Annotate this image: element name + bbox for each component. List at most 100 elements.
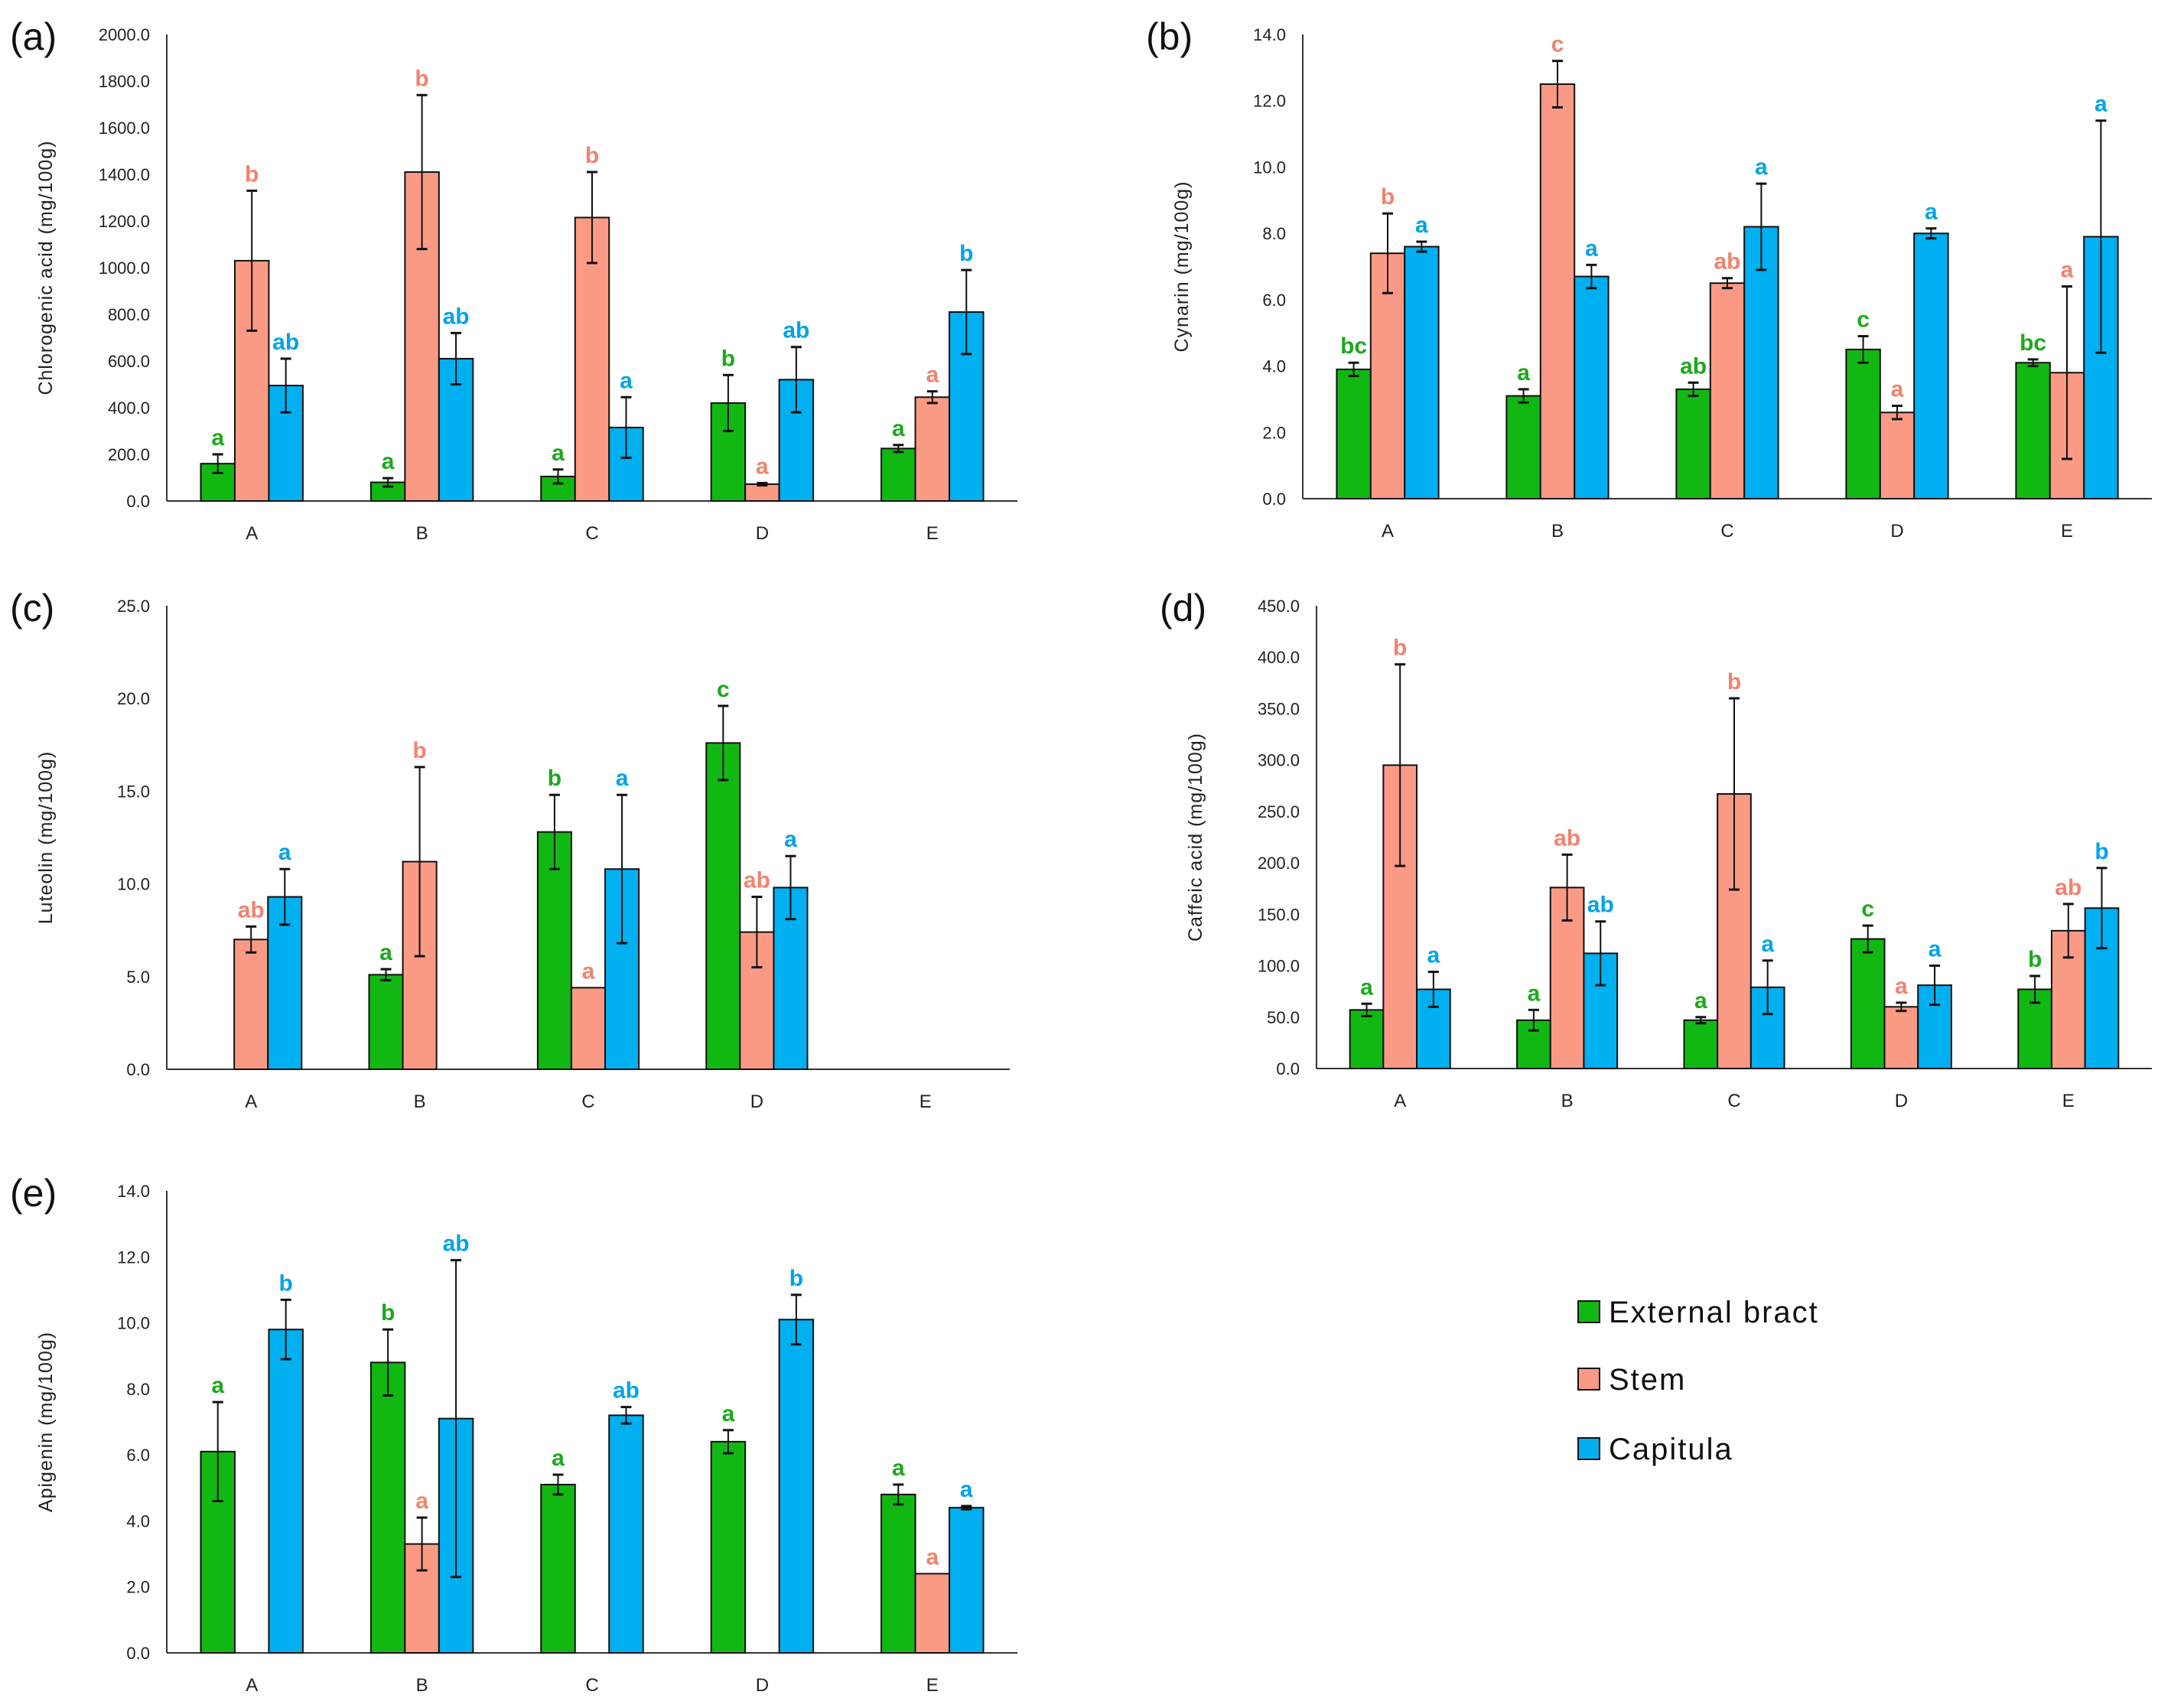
y-axis-label: Chlorogenic acid (mg/100g)	[35, 140, 57, 395]
y-tick-label: 1600.0	[99, 119, 150, 138]
y-axis-label: Caffeic acid (mg/100g)	[1185, 733, 1206, 942]
x-tick-label: B	[416, 523, 428, 544]
significance-letter: ab	[1680, 353, 1707, 379]
x-tick-label: B	[416, 1675, 428, 1696]
significance-letter: a	[1360, 974, 1373, 1000]
y-tick-label: 1200.0	[99, 212, 150, 231]
significance-letter: a	[1427, 943, 1440, 968]
significance-letter: b	[1727, 669, 1741, 694]
significance-letter: b	[245, 161, 259, 187]
significance-letter: c	[1857, 307, 1870, 333]
significance-letter: b	[1381, 184, 1395, 210]
legend-label: Stem	[1609, 1363, 1686, 1397]
y-tick-label: 10.0	[1253, 158, 1286, 177]
legend-item: External bract	[1577, 1296, 1818, 1329]
bar-stem	[233, 938, 269, 1070]
y-tick-label: 1000.0	[99, 259, 150, 278]
panel-label: (a)	[10, 15, 57, 58]
bar-capitula	[1404, 246, 1440, 499]
significance-letter: a	[1928, 937, 1942, 962]
significance-letter: a	[1891, 377, 1904, 402]
panel-label: (b)	[1146, 15, 1193, 58]
y-tick-label: 5.0	[126, 968, 150, 987]
significance-letter: ab	[613, 1378, 640, 1404]
significance-letter: a	[211, 1373, 224, 1398]
x-tick-label: C	[585, 1675, 598, 1696]
y-axis-label: Apigenin (mg/100g)	[35, 1332, 57, 1512]
bar-stem	[914, 1573, 951, 1654]
significance-letter: a	[1694, 988, 1707, 1013]
y-tick-label: 600.0	[108, 352, 150, 371]
y-tick-label: 1400.0	[99, 165, 150, 184]
significance-letter: a	[379, 940, 392, 965]
y-tick-label: 200.0	[108, 445, 150, 464]
significance-letter: bc	[1340, 333, 1367, 359]
y-tick-label: 450.0	[1258, 597, 1300, 616]
significance-letter: a	[1415, 213, 1428, 238]
significance-letter: a	[2061, 258, 2074, 283]
significance-letter: ab	[783, 318, 809, 343]
y-tick-label: 0.0	[1276, 1059, 1300, 1078]
bar-external-bract	[1850, 938, 1886, 1069]
significance-letter: b	[548, 766, 561, 791]
significance-letter: b	[279, 1270, 293, 1296]
bar-stem	[744, 483, 780, 502]
significance-letter: ab	[744, 868, 770, 893]
y-tick-label: 300.0	[1258, 751, 1300, 770]
significance-letter: ab	[1587, 893, 1614, 918]
x-tick-label: D	[756, 523, 769, 544]
x-tick-label: E	[919, 1091, 932, 1112]
bar-capitula	[608, 1414, 644, 1654]
significance-letter: a	[415, 1488, 428, 1514]
significance-letter: c	[717, 677, 730, 702]
bar-external-bract	[880, 447, 916, 502]
bar-external-bract	[710, 1440, 747, 1654]
y-tick-label: 8.0	[1262, 224, 1286, 243]
x-tick-label: E	[2062, 1091, 2075, 1111]
legend-swatch	[1577, 1437, 1600, 1460]
significance-letter: a	[620, 368, 633, 393]
bar-stem	[1539, 83, 1576, 500]
significance-letter: b	[789, 1266, 803, 1291]
y-tick-label: 20.0	[117, 689, 150, 708]
significance-letter: a	[1761, 932, 1774, 957]
significance-letter: a	[278, 840, 291, 865]
bar-external-bract	[2015, 362, 2051, 499]
bar-stem	[1709, 282, 1746, 499]
y-tick-label: 4.0	[126, 1511, 150, 1530]
bar-external-bract	[1683, 1019, 1719, 1070]
significance-letter: a	[892, 416, 905, 441]
y-tick-label: 2.0	[1262, 423, 1286, 442]
chart-panels: (a) Chlorogenic acid (mg/100g) 0.0 200.0 400…	[10, 15, 2152, 1696]
significance-letter: a	[960, 1477, 973, 1502]
significance-letter: b	[1393, 636, 1407, 661]
y-tick-label: 14.0	[117, 1182, 150, 1201]
significance-letter: a	[1528, 981, 1541, 1006]
y-tick-label: 1800.0	[99, 72, 150, 91]
bar-external-bract	[1505, 395, 1541, 499]
panel-label: (c)	[10, 587, 54, 629]
y-tick-label: 2.0	[126, 1578, 150, 1597]
significance-letter: b	[2028, 947, 2042, 972]
y-tick-label: 400.0	[108, 398, 150, 418]
y-tick-label: 12.0	[1253, 92, 1286, 111]
significance-letter: a	[756, 454, 769, 480]
y-tick-label: 14.0	[1253, 25, 1286, 44]
significance-letter: a	[211, 425, 224, 451]
significance-letter: a	[1925, 200, 1938, 225]
chart-panel-b: (b) Cynarin (mg/100g) 0.0 2.0 4.0 6.0 8.0 10.0 1…	[1146, 15, 2152, 542]
legend-item: Stem	[1577, 1363, 1686, 1397]
x-tick-label: D	[756, 1675, 769, 1696]
significance-letter: b	[412, 738, 426, 763]
chart-panel-d: (d) Caffeic acid (mg/100g) 0.0 50.0 100.0 150…	[1160, 587, 2152, 1111]
panel-label: (d)	[1160, 587, 1206, 629]
y-axis-label: Cynarin (mg/100g)	[1171, 181, 1193, 352]
y-tick-label: 12.0	[117, 1247, 150, 1267]
y-tick-label: 0.0	[1262, 490, 1286, 509]
significance-letter: b	[959, 241, 973, 266]
bar-external-bract	[1349, 1009, 1385, 1070]
bar-stem	[1883, 1006, 1919, 1070]
y-tick-label: 2000.0	[99, 25, 150, 44]
y-tick-label: 350.0	[1258, 699, 1300, 718]
significance-letter: bc	[2020, 330, 2046, 356]
